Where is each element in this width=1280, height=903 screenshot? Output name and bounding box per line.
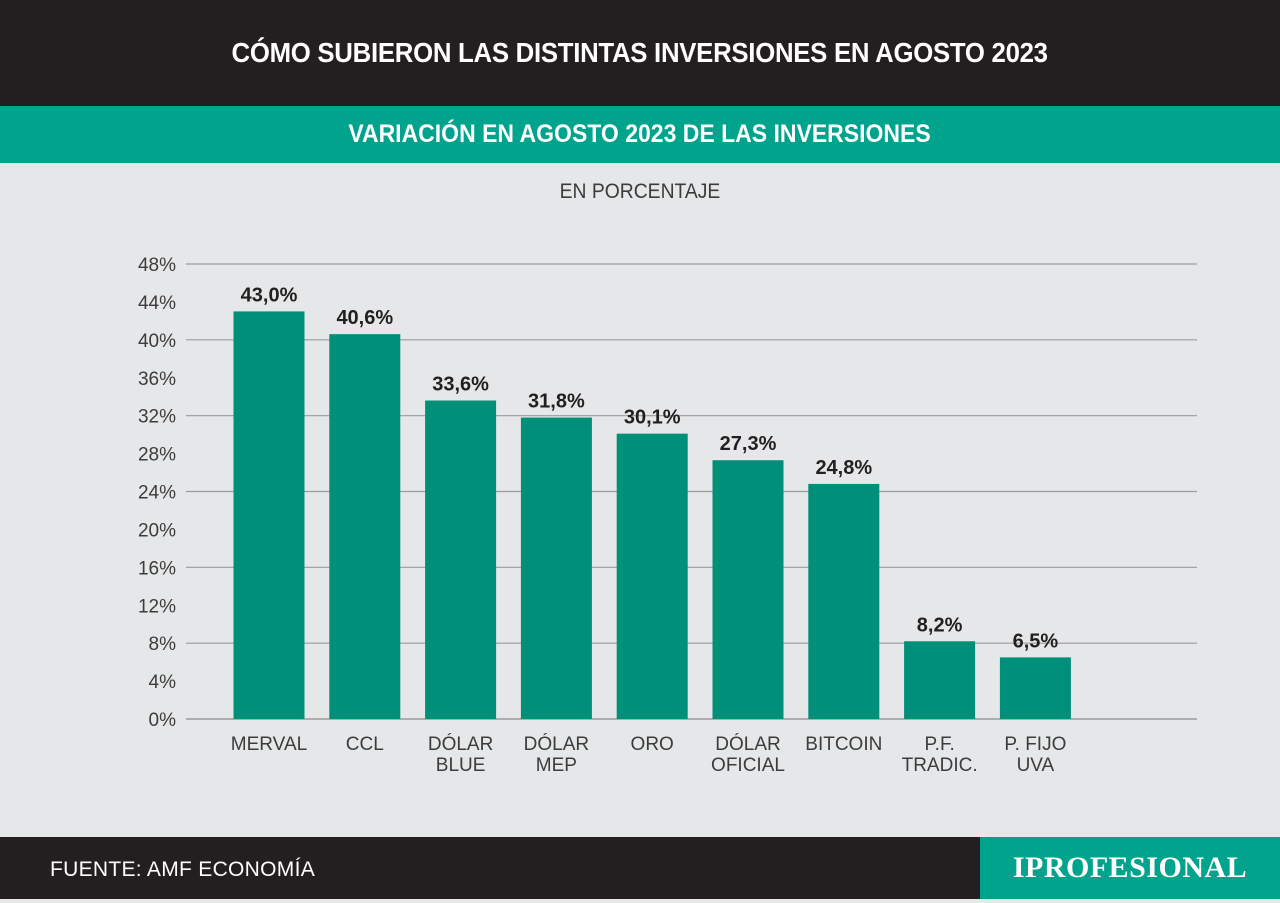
y-tick-label: 4%	[149, 672, 177, 693]
chart-subtitle: VARIACIÓN EN AGOSTO 2023 DE LAS INVERSIO…	[348, 120, 932, 148]
category-label: OFICIAL	[711, 755, 785, 776]
chart-title: CÓMO SUBIERON LAS DISTINTAS INVERSIONES …	[231, 37, 1049, 68]
category-label: DÓLAR	[428, 733, 493, 755]
category-label: CCL	[346, 734, 384, 755]
y-tick-label: 44%	[138, 293, 176, 314]
footer-bar: FUENTE: AMF ECONOMÍA IPROFESIONAL	[0, 837, 1280, 899]
bar	[520, 417, 592, 719]
y-tick-label: 0%	[149, 710, 177, 731]
bar	[808, 483, 880, 719]
bar	[616, 433, 688, 719]
bar	[999, 657, 1071, 719]
category-label: MEP	[536, 755, 577, 776]
category-label: P.F.	[924, 734, 954, 755]
data-label: 31,8%	[528, 391, 585, 413]
y-tick-label: 24%	[138, 483, 176, 504]
y-tick-label: 48%	[138, 255, 176, 276]
category-label: BLUE	[436, 755, 486, 776]
bar	[712, 460, 784, 719]
title-bar: CÓMO SUBIERON LAS DISTINTAS INVERSIONES …	[0, 0, 1280, 106]
y-tick-label: 28%	[138, 445, 176, 466]
category-label: DÓLAR	[715, 733, 780, 755]
y-tick-label: 8%	[149, 634, 177, 655]
data-label: 43,0%	[241, 284, 298, 306]
y-tick-label: 40%	[138, 331, 176, 352]
data-label: 8,2%	[917, 614, 963, 636]
data-label: 40,6%	[336, 307, 393, 329]
bar	[425, 400, 497, 719]
y-tick-label: 20%	[138, 520, 176, 541]
data-label: 27,3%	[720, 433, 777, 455]
iprofesional-logo: IPROFESIONAL	[1012, 851, 1248, 884]
data-label: 24,8%	[815, 457, 872, 479]
bar	[233, 311, 305, 719]
y-tick-label: 32%	[138, 407, 176, 428]
unit-label: EN PORCENTAJE	[559, 180, 721, 203]
y-tick-label: 12%	[138, 596, 176, 617]
source-label: FUENTE: AMF ECONOMÍA	[50, 858, 316, 881]
data-label: 33,6%	[432, 374, 489, 396]
logo-box: IPROFESIONAL	[980, 837, 1280, 899]
bar	[329, 334, 401, 719]
data-label: 6,5%	[1013, 630, 1059, 652]
category-label: MERVAL	[231, 734, 307, 755]
category-label: UVA	[1017, 755, 1055, 776]
bar	[904, 641, 976, 719]
category-label: BITCOIN	[805, 734, 882, 755]
subtitle-bar: VARIACIÓN EN AGOSTO 2023 DE LAS INVERSIO…	[0, 106, 1280, 163]
y-tick-label: 16%	[138, 558, 176, 579]
data-label: 30,1%	[624, 407, 681, 429]
category-label: ORO	[631, 734, 674, 755]
y-tick-label: 36%	[138, 369, 176, 390]
category-label: P. FIJO	[1004, 734, 1066, 755]
category-label: DÓLAR	[524, 733, 589, 755]
category-label: TRADIC.	[902, 755, 978, 776]
